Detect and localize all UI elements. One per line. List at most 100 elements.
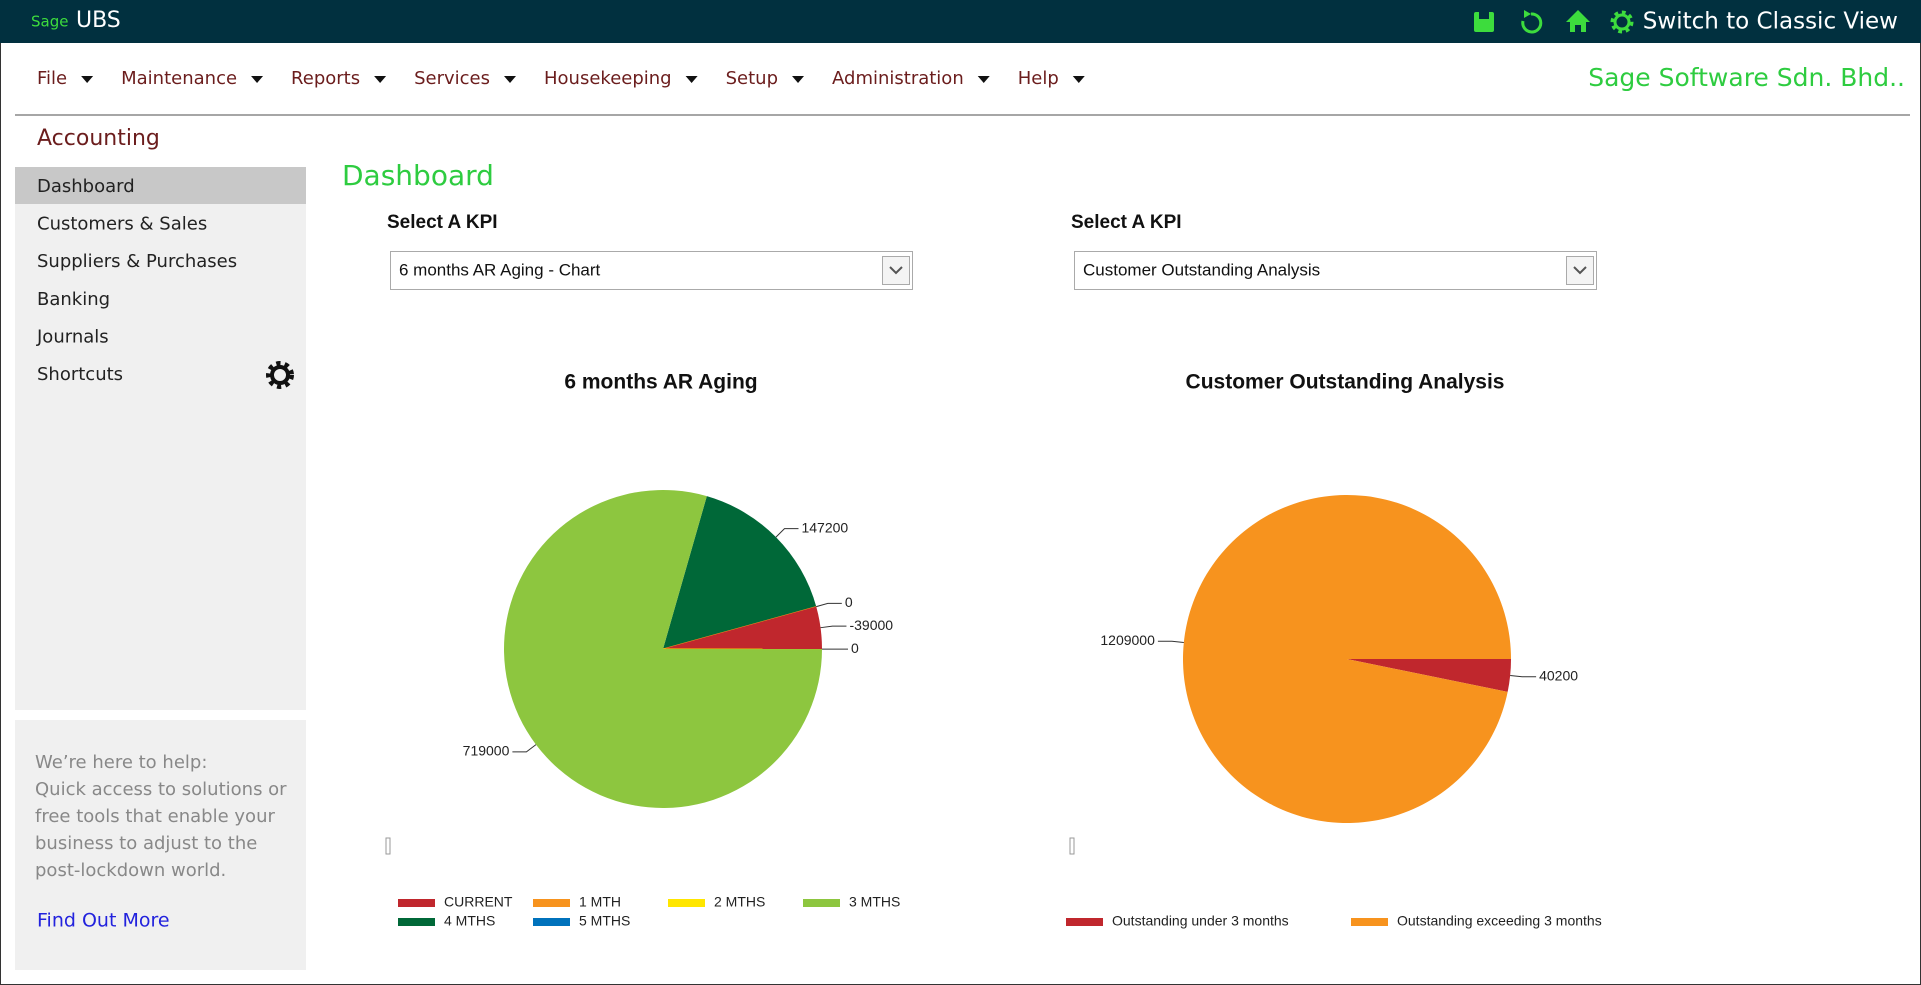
shortcuts-gear[interactable] <box>266 361 294 389</box>
legend-label: 3 MTHS <box>849 894 900 910</box>
legend-label: Outstanding under 3 months <box>1112 913 1289 929</box>
menu-caret <box>792 76 805 83</box>
brand-small: Sage <box>31 13 68 31</box>
sidebar-item[interactable]: Dashboard <box>37 176 135 197</box>
sidebar-item[interactable]: Suppliers & Purchases <box>37 251 237 272</box>
help-line: free tools that enable your <box>35 806 275 827</box>
chart-title: 6 months AR Aging <box>564 371 757 394</box>
label-leader <box>1157 640 1184 643</box>
menu-item[interactable]: File <box>37 68 67 89</box>
kpi-select[interactable] <box>1074 251 1597 290</box>
menu-caret <box>251 76 264 83</box>
kpi-label: Select A KPI <box>387 212 498 233</box>
legend-label: CURRENT <box>444 894 513 910</box>
menu-bar: File Maintenance Reports Services Housekeepi… <box>37 68 1085 89</box>
legend-swatch <box>803 899 840 907</box>
legend-label: 2 MTHS <box>714 894 765 910</box>
legend-swatch <box>533 899 570 907</box>
menu-item[interactable]: Help <box>1018 68 1059 89</box>
legend-label: 1 MTH <box>579 894 621 910</box>
slice-label: 719000 <box>463 743 510 759</box>
menu-caret <box>81 76 94 83</box>
legend-label: 5 MTHS <box>579 913 630 929</box>
legend-swatch <box>668 899 705 907</box>
gear-teeth <box>266 361 294 389</box>
menu-item[interactable]: Administration <box>832 68 964 89</box>
top-bar <box>0 0 1921 43</box>
menu-item[interactable]: Setup <box>726 68 778 89</box>
kpi-selected: Customer Outstanding Analysis <box>1083 260 1320 279</box>
legend-label: 4 MTHS <box>444 913 495 929</box>
help-box <box>15 720 306 970</box>
sidebar-item[interactable]: Shortcuts <box>37 364 123 385</box>
gear-ring <box>270 365 290 385</box>
slice-label: 147200 <box>801 519 848 535</box>
label-leader <box>775 528 799 538</box>
kpi-select[interactable] <box>390 251 913 290</box>
help-line: business to adjust to the <box>35 833 257 854</box>
dropdown-chevron <box>889 266 903 275</box>
pie-slice <box>663 496 817 649</box>
help-line: post-lockdown world. <box>35 860 226 881</box>
brand: UBS <box>76 8 121 33</box>
menu-caret <box>977 76 990 83</box>
legend-swatch <box>398 918 435 926</box>
dropdown-button[interactable] <box>1566 256 1594 285</box>
sidebar-active <box>15 167 306 204</box>
find-out-more[interactable]: Find Out More <box>37 910 170 932</box>
slice-label: 0 <box>845 594 853 610</box>
legend-swatch <box>398 899 435 907</box>
menu-caret <box>374 76 387 83</box>
chart-handle <box>1069 837 1075 855</box>
switch-view[interactable]: Switch to Classic View <box>1643 9 1898 35</box>
chart-title: Customer Outstanding Analysis <box>1186 371 1505 394</box>
label-leader <box>820 625 847 629</box>
pie-slice <box>1347 659 1511 692</box>
pie-slice <box>504 489 822 808</box>
help-text: We’re here to help: Quick access to solut… <box>35 752 287 881</box>
module-title: Accounting <box>37 126 160 151</box>
sidebar <box>15 167 306 710</box>
kpi-label: Select A KPI <box>1071 212 1182 233</box>
sidebar-item[interactable]: Customers & Sales <box>37 214 207 235</box>
sidebar-items: Dashboard Customers & Sales Suppliers & Pu… <box>36 176 237 385</box>
refresh-icon[interactable] <box>1521 12 1543 34</box>
dropdown-button[interactable] <box>882 256 910 285</box>
legend-swatch <box>1351 918 1388 926</box>
settings-icon[interactable] <box>1610 10 1634 34</box>
menu-caret <box>685 76 698 83</box>
settings-ring <box>1613 13 1631 31</box>
legend-swatch <box>1066 918 1103 926</box>
label-leader <box>816 602 842 608</box>
label-leader <box>512 744 537 753</box>
dropdown-chevron <box>1573 266 1587 275</box>
pie-slice <box>663 606 822 650</box>
dashboard-title: Dashboard <box>342 159 494 192</box>
slice-label: 1209000 <box>1100 632 1155 648</box>
toolbar-icons <box>1474 10 1634 34</box>
sidebar-item[interactable]: Banking <box>37 289 110 310</box>
chart-handle <box>385 837 391 855</box>
charts: 6 months AR Aging 147200 0 -39000 0 719000 CUR… <box>385 371 1602 929</box>
sidebar-item[interactable]: Journals <box>36 326 109 347</box>
menu-item[interactable]: Maintenance <box>121 68 237 89</box>
kpi-selected: 6 months AR Aging - Chart <box>399 260 601 279</box>
slice-label: -39000 <box>849 617 893 633</box>
pie-slice <box>1182 494 1511 823</box>
legend-swatch <box>533 918 570 926</box>
menu-caret <box>504 76 516 83</box>
home-icon[interactable] <box>1566 10 1590 32</box>
menu-item[interactable]: Services <box>414 68 490 89</box>
legend-label: Outstanding exceeding 3 months <box>1397 913 1602 929</box>
save-icon-slot <box>1479 12 1489 19</box>
menu-item[interactable]: Housekeeping <box>544 68 672 89</box>
slice-label: 40200 <box>1539 667 1578 683</box>
label-leader <box>1510 675 1537 678</box>
company-name: Sage Software Sdn. Bhd.. <box>1588 63 1905 92</box>
help-line: Quick access to solutions or <box>35 779 287 800</box>
menu-item[interactable]: Reports <box>291 68 360 89</box>
menu-caret <box>1072 76 1085 83</box>
kpi-selectors: Select A KPI 6 months AR Aging - Chart Sel… <box>387 212 1597 290</box>
help-line: We’re here to help: <box>35 752 207 773</box>
